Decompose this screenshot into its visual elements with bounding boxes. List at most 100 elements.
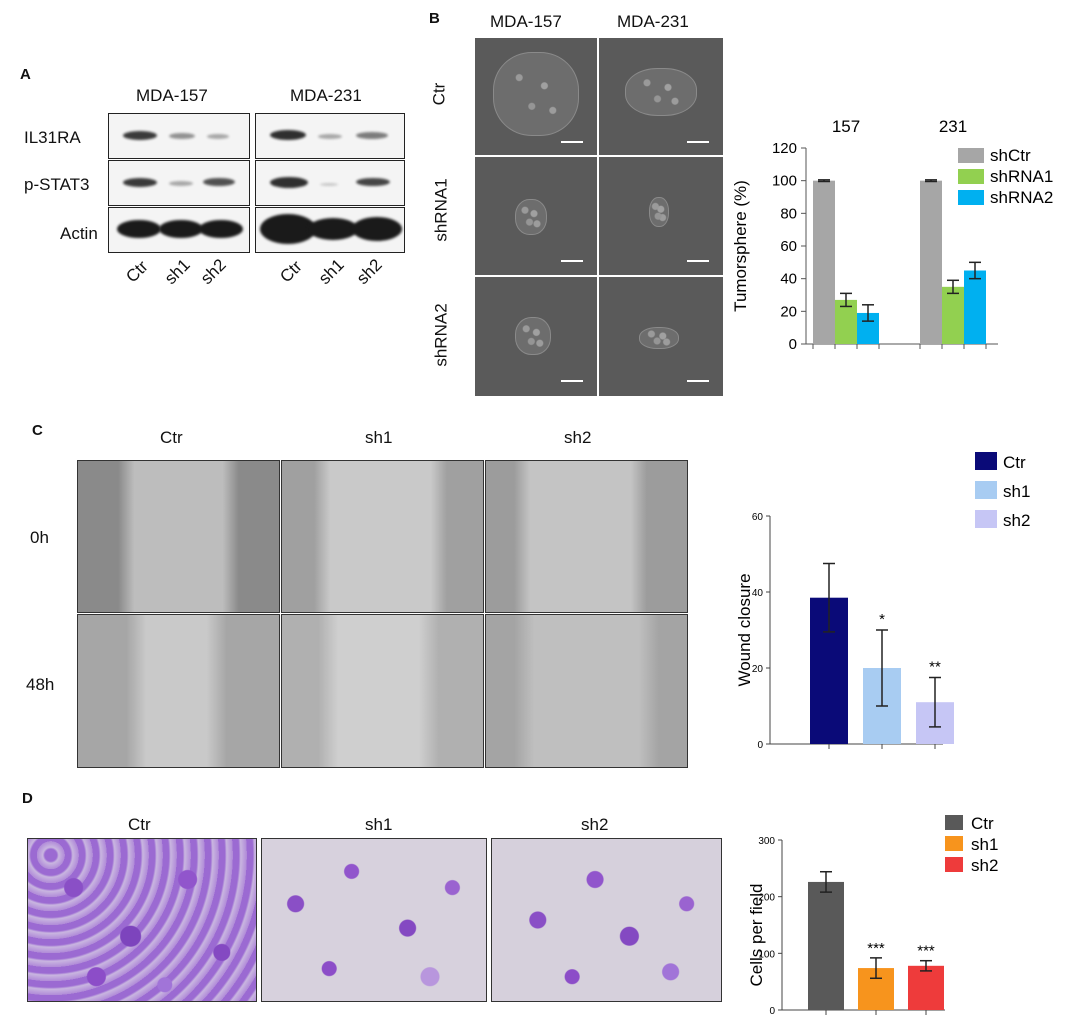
c-y-tick-label: 0 xyxy=(757,740,763,751)
panel-letter-b: B xyxy=(429,10,440,27)
b-bar xyxy=(942,286,964,344)
panel-d-col-sh1: sh1 xyxy=(365,815,393,834)
d-bar xyxy=(808,881,844,1010)
b-y-tick-label: 20 xyxy=(780,303,797,320)
transwell-image-ctr xyxy=(27,838,257,1002)
panel-letter-a: A xyxy=(20,66,31,83)
b-bar xyxy=(964,270,986,344)
lane-label-sh1-231: sh1 xyxy=(314,255,348,289)
transwell-image-sh2 xyxy=(491,838,722,1002)
c-legend-swatch xyxy=(975,452,997,470)
sphere-image-231-shrna1 xyxy=(598,156,724,276)
panel-d-col-sh2: sh2 xyxy=(581,815,609,834)
d-y-tick-label: 0 xyxy=(769,1006,775,1017)
blot-row-label-actin: Actin xyxy=(60,224,98,243)
panel-d-col-ctr: Ctr xyxy=(128,815,151,834)
b-legend-label: shCtr xyxy=(990,146,1031,165)
c-legend-label: sh2 xyxy=(1003,511,1030,530)
c-legend-label: sh1 xyxy=(1003,482,1030,501)
tumorsphere-chart: 0 20 40 60 80 100 120 Tumorsphere (%) 157 231 shCt… xyxy=(731,117,1053,353)
b-y-tick-label: 100 xyxy=(772,173,797,190)
d-y-tick-label: 300 xyxy=(758,836,775,847)
c-y-tick-label: 20 xyxy=(752,664,764,675)
b-legend-swatch xyxy=(958,169,984,184)
d-bar xyxy=(908,965,944,1010)
panel-letter-c: C xyxy=(32,422,43,439)
b-y-tick-label: 60 xyxy=(780,238,797,255)
b-y-tick-label: 0 xyxy=(789,336,797,353)
panel-b-row-shrna2: shRNA2 xyxy=(431,303,451,367)
wound-image-ctr-0h xyxy=(77,460,280,613)
wound-image-sh2-48h xyxy=(485,614,688,768)
blot-row-label-pstat3: p-STAT3 xyxy=(24,175,90,194)
d-legend-swatch xyxy=(945,857,963,872)
sphere-image-157-ctr xyxy=(474,37,598,156)
c-significance: ** xyxy=(929,659,941,676)
d-legend-label: sh2 xyxy=(971,856,998,875)
d-y-tick-label: 200 xyxy=(758,893,775,904)
sphere-image-157-shrna2 xyxy=(474,276,598,397)
c-y-tick-label: 60 xyxy=(752,512,764,523)
b-legend-swatch xyxy=(958,190,984,205)
d-legend-swatch xyxy=(945,815,963,830)
d-significance: *** xyxy=(867,940,885,957)
sphere-image-grid xyxy=(474,37,724,397)
panel-b-row-ctr: Ctr xyxy=(429,82,449,106)
wound-image-sh2-0h xyxy=(485,460,688,613)
d-y-tick-label: 100 xyxy=(758,949,775,960)
blot-actin-231 xyxy=(255,207,405,253)
b-y-tick-label: 40 xyxy=(780,271,797,288)
blot-actin-157 xyxy=(108,207,250,253)
b-bar xyxy=(920,180,942,344)
b-legend-label: shRNA2 xyxy=(990,188,1053,207)
panel-c-col-ctr: Ctr xyxy=(160,428,183,447)
c-legend-label: Ctr xyxy=(1003,453,1026,472)
c-significance: * xyxy=(879,611,885,628)
c-legend-swatch xyxy=(975,510,997,528)
d-legend-label: sh1 xyxy=(971,835,998,854)
wound-image-sh1-0h xyxy=(281,460,484,613)
panel-b-col-157: MDA-157 xyxy=(490,12,562,31)
b-legend-swatch xyxy=(958,148,984,163)
lane-label-ctr-231: Ctr xyxy=(276,256,306,287)
d-legend-swatch xyxy=(945,836,963,851)
panel-b-col-231: MDA-231 xyxy=(617,12,689,31)
blot-il31ra-231 xyxy=(255,113,405,159)
panel-a-cellline-231: MDA-231 xyxy=(290,86,362,105)
d-significance: *** xyxy=(917,943,935,960)
c-y-tick-label: 40 xyxy=(752,588,764,599)
d-y-axis-label: Cells per field xyxy=(747,884,766,987)
panel-letter-d: D xyxy=(22,790,33,807)
panel-c-col-sh1: sh1 xyxy=(365,428,393,447)
b-bar xyxy=(813,180,835,344)
b-category-label: 157 xyxy=(832,117,860,136)
c-legend-swatch xyxy=(975,481,997,499)
cells-per-field-chart: 0 100 200 300 Cells per field *** *** Ctr sh1 sh2 xyxy=(747,814,998,1017)
lane-label-sh2-231: sh2 xyxy=(352,255,386,289)
sphere-image-231-shrna2 xyxy=(598,276,724,397)
lane-label-sh2-157: sh2 xyxy=(196,255,230,289)
sphere-image-157-shrna1 xyxy=(474,156,598,276)
b-y-tick-label: 80 xyxy=(780,205,797,222)
panel-b-row-shrna1: shRNA1 xyxy=(431,178,451,242)
b-category-label: 231 xyxy=(939,117,967,136)
blot-pstat3-157 xyxy=(108,160,250,206)
wound-image-sh1-48h xyxy=(281,614,484,768)
wound-image-ctr-48h xyxy=(77,614,280,768)
transwell-image-sh1 xyxy=(261,838,487,1002)
b-legend-label: shRNA1 xyxy=(990,167,1053,186)
blot-il31ra-157 xyxy=(108,113,250,159)
b-y-tick-label: 120 xyxy=(772,140,797,157)
blot-row-label-il31ra: IL31RA xyxy=(24,128,81,147)
panel-c-col-sh2: sh2 xyxy=(564,428,592,447)
panel-c-row-0h: 0h xyxy=(30,528,49,547)
c-y-axis-label: Wound closure xyxy=(735,573,754,686)
lane-label-ctr-157: Ctr xyxy=(122,256,152,287)
b-y-axis-label: Tumorsphere (%) xyxy=(731,180,750,312)
lane-label-sh1-157: sh1 xyxy=(160,255,194,289)
panel-a-cellline-157: MDA-157 xyxy=(136,86,208,105)
sphere-image-231-ctr xyxy=(598,37,724,156)
b-bar xyxy=(835,299,857,344)
panel-c-row-48h: 48h xyxy=(26,675,55,694)
